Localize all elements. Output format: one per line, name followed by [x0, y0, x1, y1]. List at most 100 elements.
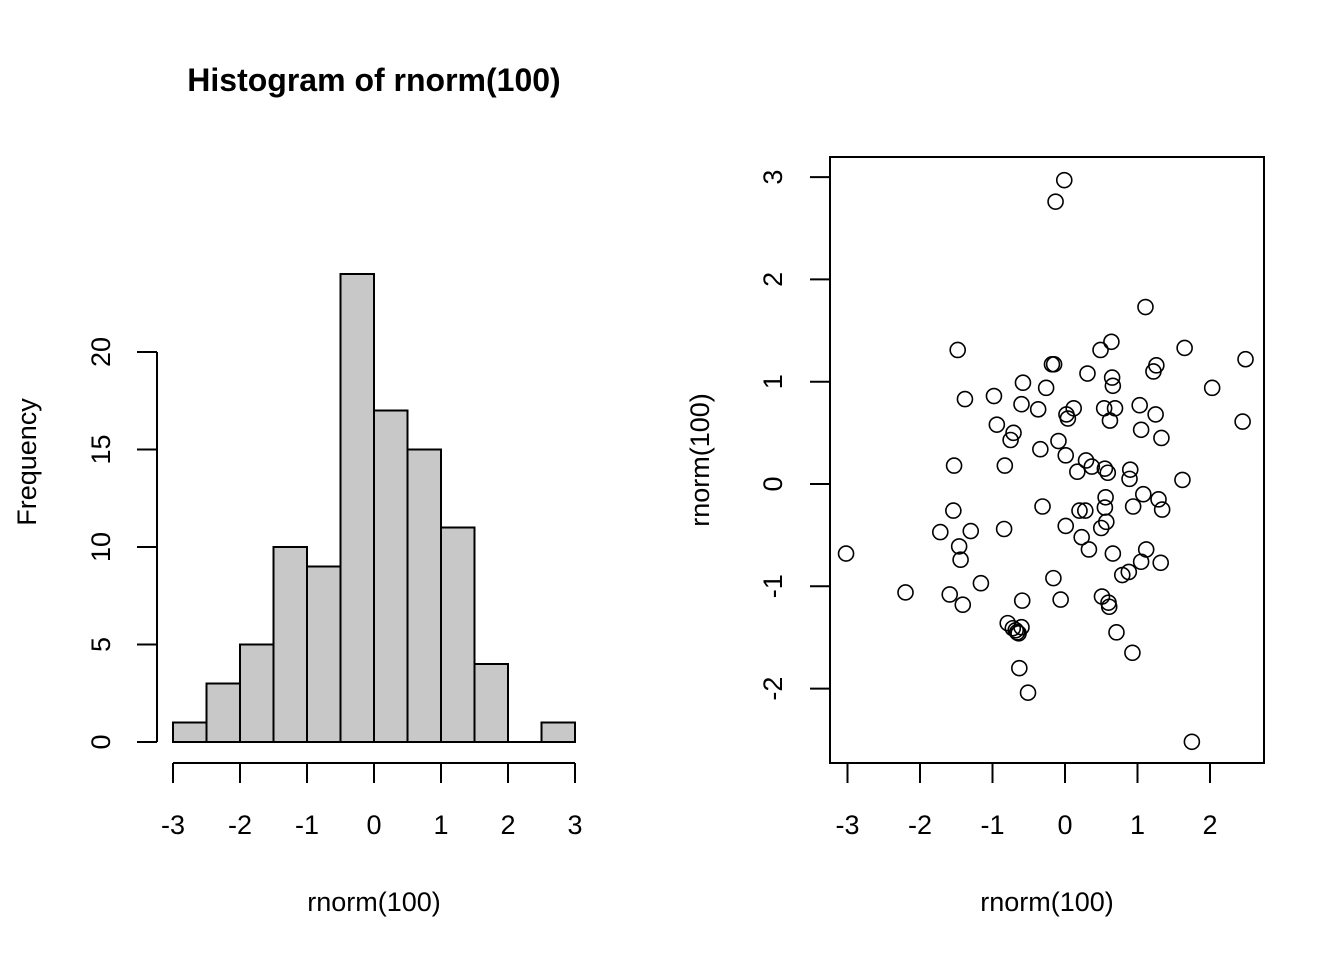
- scatter-point: [1152, 554, 1169, 572]
- scatter-point: [1080, 541, 1098, 558]
- histogram-bar: [540, 721, 576, 743]
- scatter-point: [949, 341, 967, 359]
- histogram-panel: Histogram of rnorm(100) rnorm(100) Frequ…: [12, 62, 583, 917]
- scatter-point: [1132, 421, 1150, 439]
- histogram-bar: [339, 273, 375, 743]
- scatter-point: [1077, 502, 1094, 519]
- histogram-y-axis: 0 5 10 15 20: [86, 337, 158, 750]
- scatter-point: [1132, 553, 1150, 571]
- scatter-point: [1101, 412, 1119, 429]
- histogram-y-tick-label: 15: [86, 434, 116, 464]
- histogram-x-tick-label: 3: [567, 810, 582, 840]
- scatter-point: [1032, 440, 1049, 458]
- scatter-points: [837, 171, 1254, 751]
- scatter-y-tick-label: -2: [758, 677, 788, 701]
- scatter-y-tick-label: 0: [758, 476, 788, 491]
- scatter-point: [1008, 624, 1026, 641]
- scatter-point: [1011, 659, 1028, 677]
- scatter-point: [995, 520, 1013, 538]
- histogram-y-tick-label: 20: [86, 337, 116, 367]
- histogram-bar: [373, 409, 409, 743]
- scatter-point: [1234, 413, 1251, 430]
- scatter-point: [1010, 625, 1027, 642]
- scatter-point: [996, 457, 1014, 474]
- scatter-y-axis: -2 -1 0 1 2 3: [758, 170, 831, 701]
- scatter-point: [1137, 298, 1154, 316]
- scatter-point: [837, 545, 855, 562]
- scatter-point: [897, 584, 914, 601]
- histogram-y-tick-label: 5: [86, 637, 116, 652]
- scatter-point: [1203, 379, 1221, 397]
- scatter-point: [1079, 365, 1096, 382]
- scatter-point: [1135, 485, 1152, 503]
- scatter-point: [1093, 588, 1111, 605]
- scatter-point: [1103, 369, 1121, 386]
- scatter-x-axis: -3 -2 -1 0 1 2: [835, 762, 1218, 840]
- scatter-x-axis-label: rnorm(100): [980, 887, 1114, 917]
- scatter-point: [1055, 171, 1073, 189]
- histogram-bar: [440, 526, 476, 743]
- scatter-point: [1007, 621, 1025, 639]
- scatter-x-tick-label: -2: [908, 810, 932, 840]
- scatter-point: [972, 574, 990, 592]
- scatter-point: [1121, 470, 1138, 488]
- scatter-x-tick-label: -1: [980, 810, 1004, 840]
- scatter-point: [1002, 431, 1019, 449]
- histogram-bar: [306, 565, 342, 743]
- scatter-point: [1104, 545, 1122, 562]
- scatter-point: [1099, 464, 1117, 482]
- scatter-point: [1047, 193, 1064, 210]
- scatter-point: [1108, 624, 1125, 641]
- histogram-y-tick-label: 0: [86, 734, 116, 749]
- scatter-point: [1045, 569, 1062, 587]
- histogram-bar: [239, 643, 275, 743]
- histogram-bar: [272, 546, 308, 743]
- scatter-point: [1005, 424, 1022, 442]
- scatter-point: [952, 551, 969, 569]
- scatter-point: [1034, 498, 1051, 515]
- scatter-point: [1097, 488, 1114, 506]
- histogram-x-tick-label: 0: [366, 810, 381, 840]
- scatter-point: [1104, 377, 1122, 395]
- scatter-point: [1045, 356, 1063, 373]
- scatter-point: [931, 523, 949, 541]
- scatter-point: [950, 538, 968, 555]
- scatter-point: [1073, 528, 1090, 546]
- scatter-point: [1148, 357, 1165, 374]
- scatter-point: [945, 502, 962, 519]
- scatter-y-axis-label: rnorm(100): [685, 393, 715, 527]
- scatter-x-tick-label: 0: [1057, 810, 1072, 840]
- scatter-point: [985, 387, 1003, 405]
- scatter-point: [1124, 498, 1142, 515]
- scatter-point: [1147, 406, 1164, 423]
- scatter-point: [1103, 333, 1120, 351]
- scatter-x-tick-label: -3: [835, 810, 859, 840]
- histogram-x-tick-label: 1: [433, 810, 448, 840]
- histogram-title: Histogram of rnorm(100): [187, 62, 560, 98]
- scatter-y-tick-label: 2: [758, 272, 788, 287]
- scatter-x-tick-label: 1: [1130, 810, 1145, 840]
- scatter-point: [1096, 460, 1114, 477]
- histogram-bar: [172, 721, 208, 743]
- scatter-point: [1057, 517, 1075, 535]
- scatter-point: [1100, 598, 1118, 616]
- histogram-x-tick-label: -3: [161, 810, 185, 840]
- histogram-x-tick-label: -1: [295, 810, 319, 840]
- scatter-point: [1083, 458, 1101, 475]
- scatter-point: [1013, 592, 1031, 609]
- histogram-bar: [473, 663, 509, 743]
- scatter-point: [954, 596, 972, 614]
- scatter-point: [1113, 566, 1131, 584]
- scatter-point: [1019, 684, 1037, 701]
- histogram-y-axis-label: Frequency: [12, 398, 42, 526]
- scatter-point: [1183, 733, 1201, 751]
- scatter-point: [1069, 463, 1086, 481]
- scatter-point: [1057, 447, 1075, 464]
- scatter-point: [1098, 513, 1115, 531]
- scatter-point: [1004, 619, 1022, 637]
- scatter-point: [941, 586, 959, 603]
- scatter-point: [1237, 350, 1254, 368]
- scatter-point: [1174, 471, 1191, 489]
